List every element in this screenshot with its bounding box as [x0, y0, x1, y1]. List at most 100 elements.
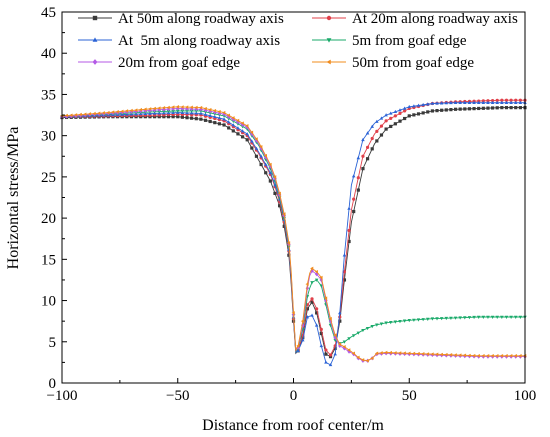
data-point: [254, 137, 258, 141]
x-tick-label: −100: [47, 388, 78, 404]
data-point: [115, 109, 119, 114]
data-point: [476, 315, 481, 319]
data-point: [476, 354, 480, 358]
data-point: [268, 170, 273, 175]
data-point: [513, 100, 518, 104]
data-point: [462, 353, 467, 358]
data-point: [347, 337, 351, 341]
data-point: [444, 352, 448, 357]
data-point: [402, 319, 407, 323]
data-point: [458, 100, 462, 104]
data-point: [375, 119, 379, 123]
data-point: [518, 98, 522, 102]
data-point: [69, 113, 73, 117]
data-point: [97, 111, 101, 116]
legend-swatch-marker: [92, 15, 98, 21]
data-point: [138, 107, 142, 112]
data-point: [384, 113, 388, 117]
legend-swatch-marker: [326, 15, 332, 21]
data-point: [370, 356, 374, 361]
data-point: [198, 105, 203, 110]
legend-item: At 5m along roadway axis: [78, 33, 280, 49]
data-point: [490, 98, 495, 103]
legend-label: 50m from goaf edge: [352, 55, 474, 71]
series-line: [61, 110, 525, 354]
data-point: [504, 315, 509, 319]
data-point: [500, 315, 504, 319]
data-point: [375, 139, 379, 143]
data-point: [384, 321, 388, 325]
data-point: [435, 109, 439, 113]
data-point: [328, 362, 333, 367]
data-point: [407, 104, 412, 109]
data-point: [305, 282, 309, 286]
data-point: [333, 352, 337, 356]
data-point: [148, 108, 152, 113]
data-point: [175, 109, 180, 113]
data-point: [504, 354, 508, 358]
data-point: [426, 110, 430, 114]
data-point: [213, 114, 217, 119]
data-point: [254, 146, 259, 150]
data-point: [106, 110, 110, 115]
data-point: [407, 351, 411, 356]
legend-label: At 20m along roadway axis: [352, 11, 518, 27]
data-point: [472, 107, 476, 111]
data-point: [231, 116, 235, 120]
data-point: [379, 322, 384, 326]
data-point: [435, 317, 439, 321]
data-point: [495, 98, 499, 102]
data-point: [421, 352, 425, 356]
data-point: [444, 316, 449, 321]
data-point: [185, 109, 189, 113]
data-point: [490, 106, 495, 110]
data-point: [449, 108, 453, 112]
data-point: [481, 315, 486, 319]
data-point: [222, 110, 226, 115]
data-point: [347, 206, 351, 210]
data-point: [347, 228, 351, 233]
data-point: [194, 105, 198, 110]
data-point: [250, 146, 254, 150]
data-point: [514, 98, 518, 102]
data-point: [449, 353, 453, 357]
data-point: [490, 100, 495, 104]
data-point: [305, 315, 310, 319]
data-point: [426, 317, 430, 321]
data-point: [222, 123, 226, 127]
data-point: [467, 100, 472, 104]
data-point: [356, 188, 360, 192]
data-point: [467, 316, 472, 320]
data-point: [101, 111, 105, 115]
data-point: [486, 354, 490, 358]
data-point: [495, 354, 499, 358]
data-point: [449, 316, 453, 320]
data-point: [374, 351, 379, 356]
data-point: [375, 323, 379, 327]
data-point: [467, 107, 472, 111]
data-point: [411, 351, 416, 356]
data-point: [171, 105, 175, 109]
y-tick-label: 20: [41, 211, 56, 227]
data-point: [342, 340, 347, 344]
data-point: [430, 109, 434, 113]
data-point: [166, 105, 170, 110]
data-point: [472, 100, 476, 104]
data-point: [319, 343, 324, 348]
y-tick-label: 45: [41, 5, 56, 21]
data-point: [504, 106, 509, 110]
data-point: [509, 315, 513, 319]
data-point: [286, 241, 291, 245]
data-point: [314, 278, 319, 282]
data-point: [291, 311, 295, 315]
data-point: [379, 133, 384, 137]
data-point: [398, 119, 402, 123]
data-point: [439, 317, 444, 321]
data-point: [486, 315, 490, 319]
data-point: [249, 130, 254, 135]
data-point: [259, 144, 263, 149]
data-point: [490, 354, 494, 358]
data-point: [310, 281, 314, 285]
data-point: [226, 113, 230, 117]
data-point: [356, 156, 361, 160]
